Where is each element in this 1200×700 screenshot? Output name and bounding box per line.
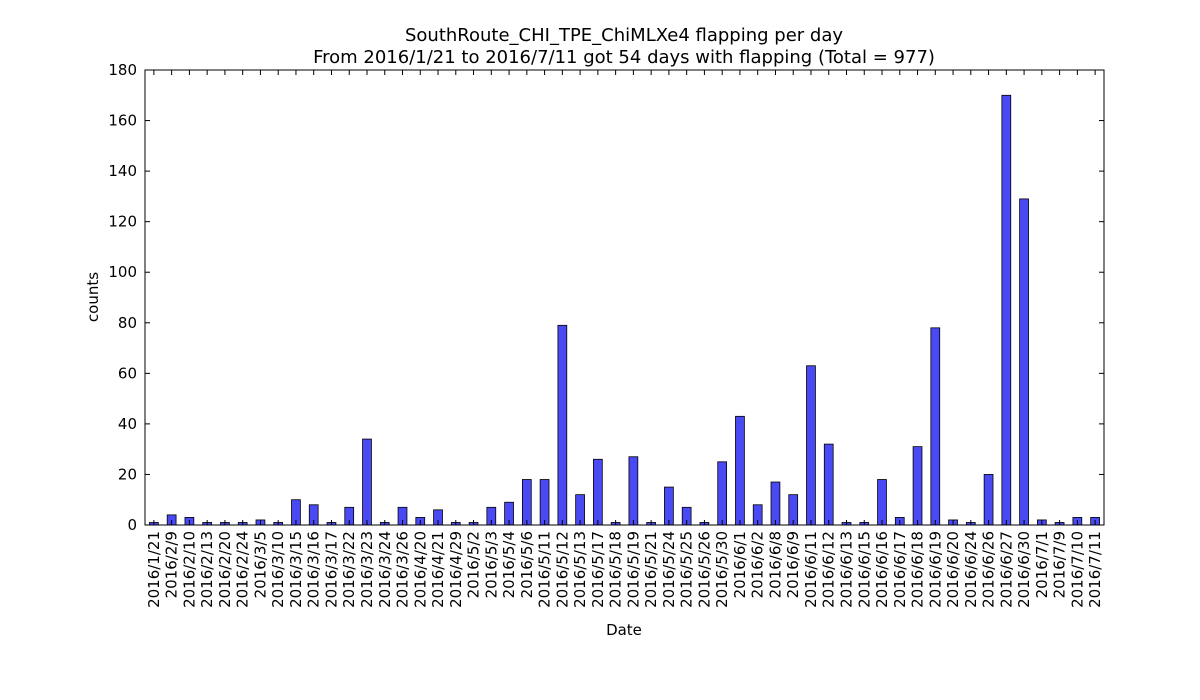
x-tick-label: 2016/6/16	[873, 531, 891, 608]
x-tick-label: 2016/6/13	[837, 531, 855, 608]
chart-subtitle: From 2016/1/21 to 2016/7/11 got 54 days …	[313, 47, 935, 68]
x-tick-label: 2016/7/1	[1033, 531, 1051, 598]
x-tick-label: 2016/7/10	[1068, 531, 1086, 608]
y-tick-label: 20	[118, 465, 137, 483]
x-axis: 2016/1/21 2016/2/9 2016/2/10 2016/2/13 2016/…	[145, 70, 1104, 608]
y-tick-label: 120	[108, 213, 137, 231]
bar	[1001, 94, 1012, 526]
x-tick-label: 2016/1/21	[145, 531, 163, 608]
x-tick-label: 2016/4/29	[447, 531, 465, 608]
x-tick-label: 2016/3/22	[340, 531, 358, 608]
x-tick-label: 2016/6/30	[1015, 531, 1033, 608]
x-tick-label: 2016/6/20	[944, 531, 962, 608]
bar	[735, 415, 745, 526]
x-tick-label: 2016/3/23	[358, 531, 376, 608]
x-tick-label: 2016/2/13	[198, 531, 216, 608]
x-tick-label: 2016/2/24	[234, 531, 252, 608]
x-tick-label: 2016/5/17	[589, 531, 607, 608]
x-tick-label: 2016/6/8	[766, 531, 784, 598]
x-tick-label: 2016/6/24	[962, 531, 980, 608]
bar	[983, 474, 994, 526]
x-tick-label: 2016/3/10	[269, 531, 287, 608]
x-tick-label: 2016/5/30	[713, 531, 731, 608]
x-tick-label: 2016/6/9	[784, 531, 802, 598]
x-tick-label: 2016/6/17	[891, 531, 909, 608]
x-tick-label: 2016/3/16	[305, 531, 323, 608]
x-tick-label: 2016/5/12	[553, 531, 571, 608]
x-axis-label: Date	[606, 621, 642, 639]
x-tick-label: 2016/5/24	[660, 531, 678, 608]
y-tick-label: 100	[108, 263, 137, 281]
plot-frame	[144, 69, 1105, 526]
bar	[1019, 198, 1029, 526]
x-tick-label: 2016/5/26	[695, 531, 713, 608]
y-axis: 0 20 40 60 80 100 120 140 160 180	[108, 61, 1104, 534]
bar	[930, 327, 941, 526]
bar	[362, 438, 372, 526]
bar	[823, 443, 834, 526]
bar	[557, 324, 568, 526]
x-tick-label: 2016/4/21	[429, 531, 447, 608]
y-axis-label: counts	[84, 272, 102, 322]
x-tick-label: 2016/5/21	[642, 531, 660, 608]
chart-title: SouthRoute_CHI_TPE_ChiMLXe4 flapping per…	[405, 25, 843, 46]
x-tick-label: 2016/7/11	[1086, 531, 1104, 608]
x-tick-label: 2016/6/27	[997, 531, 1015, 608]
y-tick-label: 40	[118, 415, 137, 433]
x-tick-label: 2016/5/18	[607, 531, 625, 608]
x-tick-label: 2016/7/9	[1051, 531, 1069, 598]
x-tick-label: 2016/6/1	[731, 531, 749, 598]
x-tick-label: 2016/5/6	[518, 531, 536, 598]
x-tick-label: 2016/3/26	[394, 531, 412, 608]
x-tick-label: 2016/6/15	[855, 531, 873, 608]
bar	[593, 458, 603, 526]
bar	[877, 479, 887, 526]
y-tick-label: 140	[108, 162, 137, 180]
x-tick-label: 2016/3/24	[376, 531, 394, 608]
x-tick-label: 2016/5/3	[482, 531, 500, 598]
bar	[664, 486, 674, 526]
x-tick-label: 2016/2/20	[216, 531, 234, 608]
bar	[628, 456, 639, 526]
x-tick-label: 2016/3/5	[251, 531, 269, 598]
bar	[770, 481, 781, 526]
x-tick-label: 2016/6/11	[802, 531, 820, 608]
bar	[539, 479, 550, 526]
x-tick-label: 2016/4/20	[411, 531, 429, 608]
bar	[521, 479, 532, 526]
x-tick-label: 2016/5/11	[536, 531, 554, 608]
x-tick-label: 2016/6/18	[909, 531, 927, 608]
bar	[717, 461, 728, 526]
y-tick-label: 180	[108, 61, 137, 79]
x-tick-label: 2016/2/9	[163, 531, 181, 598]
y-tick-label: 80	[118, 314, 137, 332]
x-tick-label: 2016/5/13	[571, 531, 589, 608]
x-tick-label: 2016/5/2	[465, 531, 483, 598]
x-tick-label: 2016/5/4	[500, 531, 518, 598]
x-tick-label: 2016/3/17	[322, 531, 340, 608]
x-tick-label: 2016/6/26	[980, 531, 998, 608]
x-tick-label: 2016/6/19	[926, 531, 944, 608]
x-tick-label: 2016/2/10	[180, 531, 198, 608]
y-tick-label: 0	[127, 516, 137, 534]
x-tick-label: 2016/6/12	[820, 531, 838, 608]
x-tick-label: 2016/3/15	[287, 531, 305, 608]
bars-group	[149, 94, 1100, 526]
x-tick-label: 2016/5/25	[678, 531, 696, 608]
y-tick-label: 160	[108, 112, 137, 130]
x-tick-label: 2016/6/2	[749, 531, 767, 598]
bar	[912, 446, 923, 526]
bar	[806, 365, 816, 526]
x-tick-label: 2016/5/19	[624, 531, 642, 608]
y-tick-label: 60	[118, 364, 137, 382]
